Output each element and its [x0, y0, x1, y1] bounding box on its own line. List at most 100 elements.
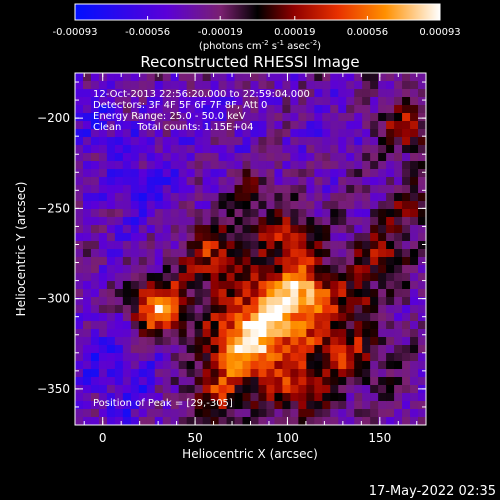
heatmap-cell — [314, 281, 323, 290]
heatmap-cell — [138, 369, 148, 378]
heatmap-cell — [146, 401, 156, 410]
heatmap-cell — [386, 89, 395, 98]
heatmap-cell — [402, 313, 411, 322]
heatmap-cell — [154, 241, 164, 250]
heatmap-cell — [170, 369, 180, 378]
heatmap-cell — [82, 393, 92, 402]
heatmap-cell — [386, 377, 395, 386]
heatmap-cell — [418, 353, 426, 362]
heatmap-cell — [322, 161, 331, 170]
heatmap-cell — [290, 177, 299, 186]
heatmap-cell — [346, 281, 355, 290]
heatmap-cell — [298, 113, 307, 122]
heatmap-cell — [362, 105, 371, 114]
heatmap-cell — [90, 401, 100, 410]
heatmap-cell — [226, 209, 236, 218]
heatmap-cell — [386, 273, 395, 282]
heatmap-cell — [218, 153, 228, 162]
heatmap-cell — [130, 289, 140, 298]
heatmap-cell — [410, 361, 419, 370]
heatmap-cell — [202, 73, 212, 82]
heatmap-cell — [194, 265, 204, 274]
heatmap-cell — [290, 377, 299, 386]
heatmap-cell — [354, 201, 363, 210]
heatmap-cell — [282, 337, 291, 346]
heatmap-cell — [82, 105, 92, 114]
heatmap-cell — [90, 185, 100, 194]
heatmap-cell — [75, 201, 84, 210]
heatmap-cell — [114, 273, 124, 282]
heatmap-cell — [138, 385, 148, 394]
heatmap-cell — [210, 233, 220, 242]
heatmap-cell — [154, 201, 164, 210]
heatmap-cell — [378, 289, 387, 298]
heatmap-cell — [250, 121, 260, 130]
heatmap-cell — [210, 369, 220, 378]
heatmap-cell — [346, 161, 355, 170]
heatmap-cell — [346, 121, 355, 130]
heatmap-cell — [234, 337, 244, 346]
heatmap-cell — [418, 257, 426, 266]
heatmap-cell — [122, 233, 132, 242]
heatmap-cell — [82, 417, 92, 425]
heatmap-cell — [338, 185, 347, 194]
heatmap-cell — [106, 345, 116, 354]
heatmap-cell — [146, 369, 156, 378]
heatmap-cell — [170, 121, 180, 130]
heatmap-cell — [106, 201, 116, 210]
heatmap-cell — [274, 281, 284, 290]
heatmap-cell — [386, 233, 395, 242]
heatmap-cell — [378, 345, 387, 354]
heatmap-cell — [194, 313, 204, 322]
heatmap-cell — [322, 105, 331, 114]
heatmap-cell — [394, 129, 403, 138]
heatmap-cell — [410, 225, 419, 234]
heatmap-cell — [82, 161, 92, 170]
heatmap-cell — [242, 73, 252, 82]
heatmap-cell — [250, 217, 260, 226]
heatmap-cell — [106, 193, 116, 202]
heatmap-cell — [330, 377, 339, 386]
heatmap-cell — [75, 313, 84, 322]
heatmap-cell — [202, 409, 212, 418]
heatmap-cell — [210, 337, 220, 346]
heatmap-cell — [130, 409, 140, 418]
heatmap-cell — [106, 305, 116, 314]
heatmap-cell — [346, 89, 355, 98]
heatmap-cell — [122, 361, 132, 370]
heatmap-cell — [402, 177, 411, 186]
heatmap-cell — [250, 377, 260, 386]
heatmap-cell — [162, 337, 172, 346]
heatmap-cell — [266, 377, 276, 386]
heatmap-cell — [242, 185, 252, 194]
heatmap-cell — [330, 233, 339, 242]
heatmap-cell — [210, 305, 220, 314]
heatmap-cell — [306, 129, 315, 138]
heatmap-cell — [314, 161, 323, 170]
heatmap-cell — [274, 289, 284, 298]
heatmap-cell — [250, 193, 260, 202]
heatmap-cell — [306, 265, 315, 274]
heatmap-cell — [386, 289, 395, 298]
heatmap-cell — [218, 385, 228, 394]
heatmap-cell — [290, 73, 299, 82]
peak-position-label: Position of Peak = [29,-305] — [93, 398, 233, 409]
heatmap-cell — [226, 289, 236, 298]
heatmap-cell — [282, 145, 291, 154]
heatmap-cell — [306, 361, 315, 370]
heatmap-cell — [162, 321, 172, 330]
heatmap-cell — [370, 321, 379, 330]
heatmap-cell — [178, 353, 188, 362]
heatmap-cell — [154, 161, 164, 170]
heatmap-cell — [194, 217, 204, 226]
heatmap-cell — [338, 377, 347, 386]
heatmap-cell — [226, 393, 236, 402]
heatmap-cell — [98, 113, 108, 122]
heatmap-cell — [178, 201, 188, 210]
colorbar-tick-label: 0.00093 — [419, 27, 460, 38]
heatmap-cell — [186, 137, 196, 146]
heatmap-cell — [346, 369, 355, 378]
heatmap-cell — [162, 353, 172, 362]
heatmap-cell — [370, 193, 379, 202]
heatmap-cell — [162, 169, 172, 178]
